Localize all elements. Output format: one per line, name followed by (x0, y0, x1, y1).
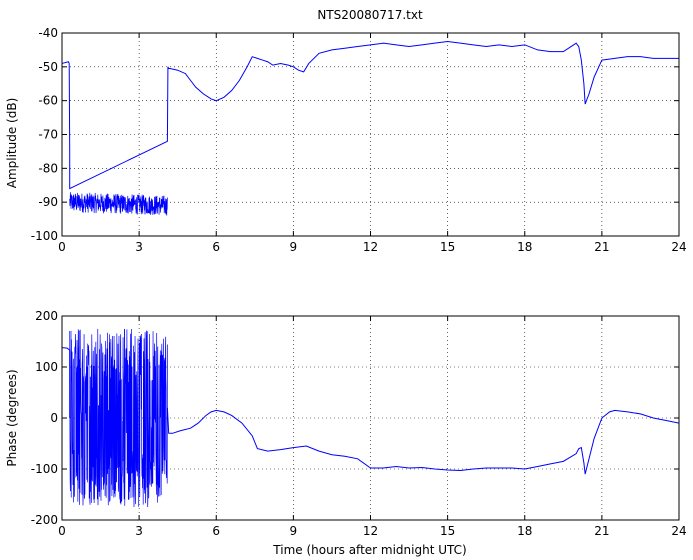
x-tick-label: 6 (212, 524, 220, 538)
phase-plot-area: 0 3 6 9 12 15 18 21 24 -200 -100 0 100 200 (31, 309, 687, 538)
x-tick-label: 9 (290, 524, 298, 538)
y-tick-label: -70 (38, 128, 58, 142)
y-tick-label: 200 (35, 309, 58, 323)
x-tick-label: 24 (671, 524, 686, 538)
x-tick-label: 18 (517, 240, 532, 254)
amplitude-panel: NTS20080717.txt Amplitude (dB) 0 3 6 9 12 15 1… (5, 8, 687, 254)
series-line (61, 40, 679, 190)
y-tick-label: -50 (38, 60, 58, 74)
x-tick-label: 21 (594, 524, 609, 538)
x-tick-label: 9 (290, 240, 298, 254)
x-tick-label: 24 (671, 240, 686, 254)
y-tick-label: -40 (38, 26, 58, 40)
y-tick-label: -100 (31, 462, 58, 476)
x-tick-label: 21 (594, 240, 609, 254)
y-tick-label: -100 (31, 229, 58, 243)
x-tick-label: 3 (135, 240, 143, 254)
y-tick-label: -90 (38, 195, 58, 209)
x-tick-label: 15 (440, 240, 455, 254)
series-line (61, 347, 680, 475)
y-tick-label: -60 (38, 94, 58, 108)
x-tick-label: 12 (363, 240, 378, 254)
y-tick-label: 0 (50, 411, 58, 425)
amplitude-title: NTS20080717.txt (317, 8, 423, 22)
x-tick-label: 3 (135, 524, 143, 538)
y-tick-label: 100 (35, 360, 58, 374)
phase-panel: Phase (degrees) Time (hours after midnig… (5, 309, 687, 557)
x-tick-label: 6 (212, 240, 220, 254)
x-tick-label: 0 (58, 240, 66, 254)
phase-x-axis-label: Time (hours after midnight UTC) (272, 543, 466, 557)
x-tick-label: 15 (440, 524, 455, 538)
x-tick-label: 12 (363, 524, 378, 538)
phase-y-axis-label: Phase (degrees) (5, 369, 19, 466)
x-tick-label: 18 (517, 524, 532, 538)
amplitude-y-axis-label: Amplitude (dB) (5, 98, 19, 189)
y-tick-label: -80 (38, 161, 58, 175)
noise-trace (69, 192, 168, 216)
amplitude-plot-area: 0 3 6 9 12 15 18 21 24 -100 -90 -80 -70 -60 -50 -40 (31, 26, 687, 254)
noise-trace (69, 328, 168, 507)
y-tick-label: -200 (31, 513, 58, 527)
x-tick-label: 0 (58, 524, 66, 538)
